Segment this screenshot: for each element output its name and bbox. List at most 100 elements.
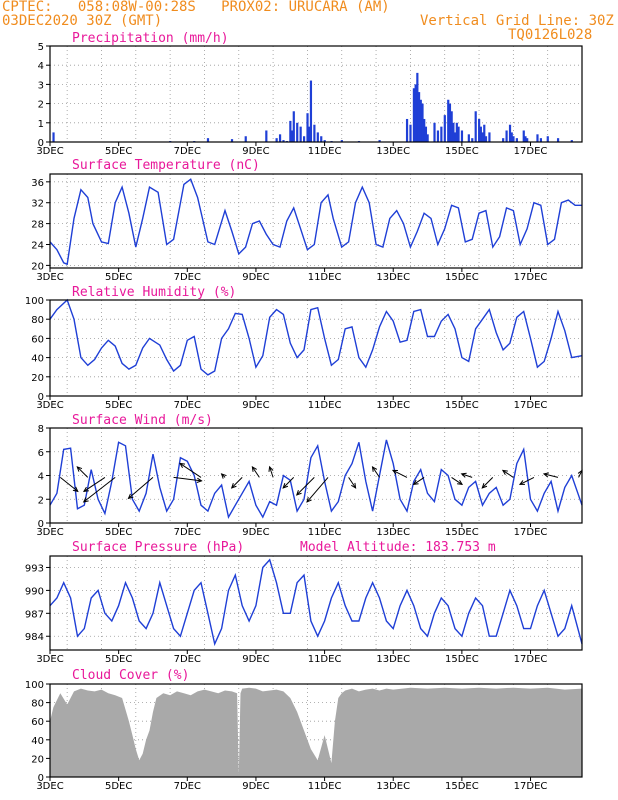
x-tick-label: 7DEC (174, 146, 201, 157)
precip-bar (546, 136, 549, 142)
y-tick-label: 0 (38, 773, 44, 784)
x-tick-label: 5DEC (105, 781, 132, 792)
x-tick-label: 13DEC (376, 400, 410, 411)
precip-bar (460, 130, 464, 142)
wind-arrowhead (179, 462, 186, 468)
precip-bar (526, 138, 529, 142)
wind-arrowhead (82, 486, 89, 493)
wind-arrow (296, 477, 315, 496)
x-tick-label: 11DEC (308, 654, 342, 665)
precip-bar (296, 122, 299, 142)
precip-bar (244, 136, 247, 142)
x-tick-label: 3DEC (36, 146, 63, 157)
x-tick-label: 5DEC (105, 400, 132, 411)
wind-arrowhead (391, 469, 398, 475)
x-tick-label: 9DEC (242, 527, 269, 538)
panel-wind: 0 2 4 6 8 3DEC 5DEC 7DEC 9DEC 11DEC 13DEC 15DEC 17DE… (36, 413, 583, 538)
rh-line (49, 298, 583, 376)
precip-bar (524, 136, 527, 142)
x-tick-label: 13DEC (376, 272, 410, 283)
y-tick-label: 5 (38, 42, 44, 53)
y-tick-label: 4 (38, 472, 44, 483)
precip-bar (483, 124, 486, 142)
precip-bar (52, 132, 55, 142)
wind-arrow (83, 477, 116, 503)
x-tick-label: 11DEC (308, 781, 342, 792)
panel-frame (49, 45, 583, 143)
wind-arrowhead (457, 479, 464, 486)
wind-arrowhead (501, 469, 508, 475)
precip-bar (302, 136, 306, 142)
precip-bar (452, 122, 455, 142)
x-tick-label: 9DEC (242, 781, 269, 792)
x-tick-label: 9DEC (242, 272, 269, 283)
wind-arrow (59, 477, 79, 492)
precip-bar (522, 130, 525, 142)
precip-bar (265, 130, 268, 142)
x-tick-label: 9DEC (242, 400, 269, 411)
precip-bar (455, 122, 458, 142)
wind-arrow (481, 477, 494, 489)
precip-bar (471, 138, 474, 142)
x-tick-label: 11DEC (308, 272, 342, 283)
precip-bar (313, 124, 316, 142)
x-tick-label: 15DEC (445, 400, 479, 411)
x-tick-label: 15DEC (445, 654, 479, 665)
precip-bar (440, 126, 443, 142)
cloud-area (50, 687, 582, 777)
wind-arrow (179, 462, 202, 478)
precip-bar (417, 92, 421, 142)
y-tick-label: 28 (31, 220, 44, 231)
precip-bar (467, 134, 470, 142)
precip-bar (340, 140, 343, 142)
precip-bar (299, 126, 302, 142)
x-tick-label: 13DEC (376, 654, 410, 665)
wind-arrow (231, 477, 243, 489)
precip-bar (484, 136, 488, 142)
y-tick-label: 984 (25, 632, 44, 643)
y-tick-label: 80 (31, 315, 44, 326)
x-tick-label: 17DEC (514, 400, 548, 411)
panel-frame (49, 555, 583, 651)
precip-bar (289, 120, 292, 142)
precip-bar (454, 132, 457, 142)
precip-bar (505, 130, 508, 142)
precip-bar (416, 72, 419, 142)
x-tick-label: 13DEC (376, 527, 410, 538)
precip-bar (424, 126, 428, 142)
wind-arrow (413, 476, 425, 485)
wind-arrowhead (196, 477, 203, 483)
precip-bar (474, 111, 477, 142)
precip-bar (515, 138, 518, 142)
y-tick-label: 2 (38, 495, 44, 506)
x-tick-label: 17DEC (514, 654, 548, 665)
wind-arrowhead (295, 490, 302, 496)
wind-arrowhead (72, 486, 79, 493)
model-altitude-label: Model Altitude: 183.753 m (300, 540, 496, 555)
header-station: CPTEC: 058:08W-00:28S PROX02: URUCARA (A… (2, 0, 390, 15)
precip-bar (448, 103, 452, 142)
y-tick-label: 80 (31, 699, 44, 710)
panel-frame (49, 427, 583, 524)
y-tick-label: 1 (38, 119, 44, 130)
precip-bar (320, 136, 323, 142)
precip-bar (536, 134, 539, 142)
precip-bar (309, 80, 313, 142)
x-tick-label: 15DEC (445, 781, 479, 792)
y-tick-label: 40 (31, 354, 44, 365)
y-tick-label: 993 (25, 563, 44, 574)
wind-arrowhead (518, 480, 525, 485)
x-tick-label: 7DEC (174, 781, 201, 792)
x-tick-label: 5DEC (105, 146, 132, 157)
panel-title: Relative Humidity (%) (72, 285, 236, 300)
wind-arrow (83, 476, 106, 492)
precip-bar (230, 139, 234, 142)
x-tick-label: 5DEC (105, 272, 132, 283)
x-tick-label: 17DEC (514, 146, 548, 157)
header-date: 03DEC2020 30Z (GMT) (2, 13, 163, 29)
y-tick-label: 6 (38, 448, 44, 459)
x-tick-label: 7DEC (174, 272, 201, 283)
x-tick-label: 13DEC (376, 146, 410, 157)
wind-line (49, 439, 583, 520)
wind-arrowhead (460, 472, 467, 478)
